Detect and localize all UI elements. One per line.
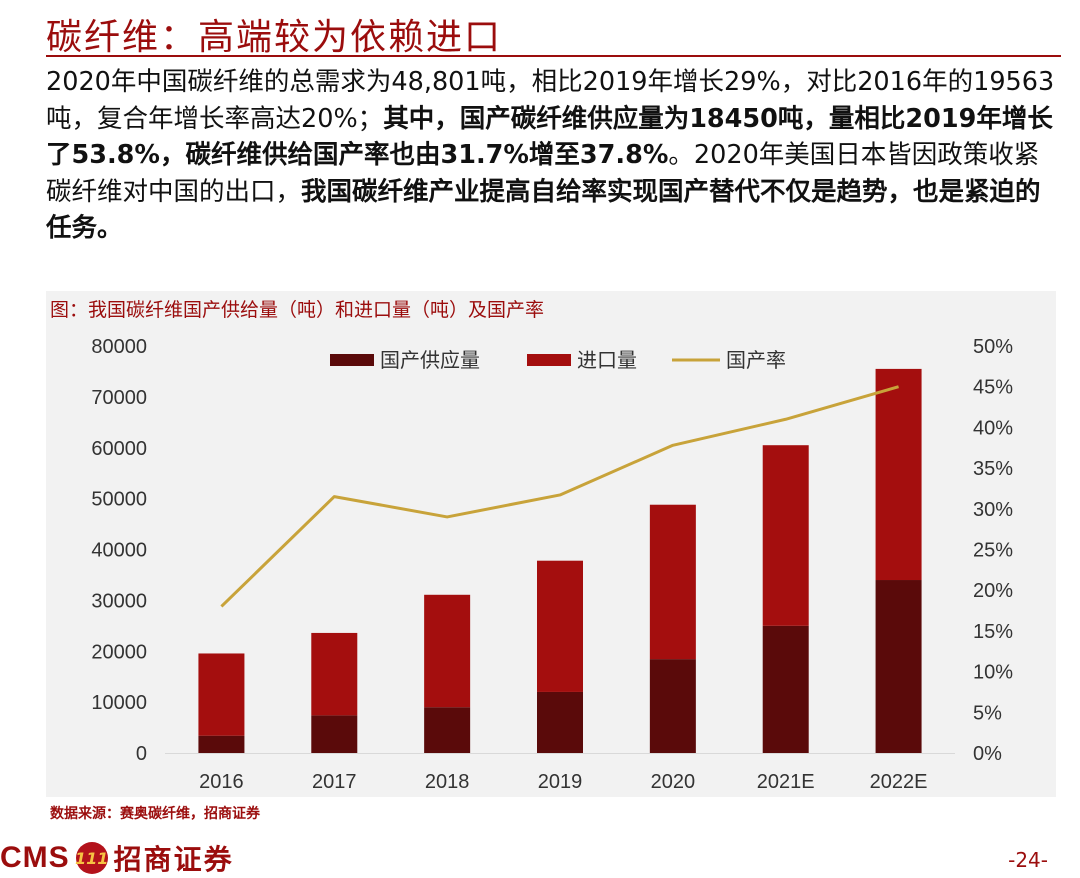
y-right-tick-label: 10% [973, 662, 1013, 684]
y-right-tick-label: 45% [973, 377, 1013, 399]
bar-domestic-supply [537, 691, 583, 753]
y-left-tick-label: 50000 [91, 489, 147, 511]
para-segment-3: 。2020年美国日本皆因政策收紧碳纤维对中国的出口， [46, 140, 1040, 207]
bar-domestic-supply [424, 707, 471, 753]
bar-import [311, 632, 358, 716]
y-right-tick-label: 15% [973, 621, 1013, 643]
para-segment-2: 其中，国产碳纤维供应量为18450吨，量相比2019年增长了53.8%，碳纤维供… [46, 103, 1053, 171]
bar-import [649, 504, 696, 660]
para-segment-1: 2020年中国碳纤维的总需求为48,801吨，相比2019年增长29%，对比20… [46, 67, 1055, 134]
legend-swatch [330, 354, 374, 366]
y-left-tick-label: 10000 [91, 692, 147, 714]
legend-swatch [527, 354, 571, 366]
y-right-tick-label: 20% [973, 580, 1013, 602]
y-right-tick-label: 50% [973, 336, 1013, 358]
title-divider [46, 55, 1061, 57]
bar-domestic-supply [875, 580, 922, 753]
y-right-tick-label: 5% [973, 702, 1002, 724]
y-left-tick-label: 0 [136, 743, 147, 765]
legend-label: 国产率 [726, 348, 786, 372]
y-left-tick-label: 60000 [91, 438, 147, 460]
logo-chinese-name: 招商证券 [113, 843, 234, 876]
bar-import [875, 368, 922, 581]
y-left-tick-label: 80000 [91, 336, 147, 358]
x-tick-label: 2020 [651, 771, 696, 793]
x-tick-label: 2016 [199, 771, 244, 793]
bar-import [424, 594, 471, 708]
x-tick-label: 2019 [538, 771, 583, 793]
bar-domestic-supply [762, 625, 809, 753]
x-tick-label: 2021E [757, 771, 815, 793]
x-tick-label: 2022E [870, 771, 928, 793]
y-right-tick-label: 40% [973, 417, 1013, 439]
page-title: 碳纤维：高端较为依赖进口 [46, 17, 503, 58]
para-segment-4: 我国碳纤维产业提高自给率实现国产替代不仅是趋势，也是紧迫的任务。 [46, 176, 1041, 244]
y-left-tick-label: 30000 [91, 590, 147, 612]
legend-label: 国产供应量 [380, 348, 480, 372]
bar-import [762, 445, 809, 626]
x-tick-label: 2018 [425, 771, 470, 793]
y-right-tick-label: 25% [973, 540, 1013, 562]
logo-text: CMS [0, 841, 70, 874]
y-right-tick-label: 30% [973, 499, 1013, 521]
legend-label: 进口量 [577, 348, 637, 372]
chart-title: 图：我国碳纤维国产供给量（吨）和进口量（吨）及国产率 [50, 299, 545, 321]
bar-import [537, 560, 583, 692]
bar-domestic-supply [198, 735, 245, 753]
bar-domestic-supply [311, 715, 358, 753]
bar-domestic-supply [649, 659, 696, 753]
y-right-tick-label: 0% [973, 743, 1002, 765]
y-left-tick-label: 40000 [91, 540, 147, 562]
logo-badge-icon: 111 [75, 842, 108, 874]
page-number: -24- [1008, 848, 1048, 872]
y-left-tick-label: 20000 [91, 641, 147, 663]
y-right-tick-label: 35% [973, 458, 1013, 480]
y-left-tick-label: 70000 [91, 387, 147, 409]
x-tick-label: 2017 [312, 771, 357, 793]
bar-import [198, 653, 245, 736]
summary-paragraph: 2020年中国碳纤维的总需求为48,801吨，相比2019年增长29%，对比20… [46, 64, 1056, 247]
data-source: 数据来源：赛奥碳纤维，招商证券 [50, 806, 260, 822]
company-logo: CMS 111 招商证券 [0, 838, 234, 878]
